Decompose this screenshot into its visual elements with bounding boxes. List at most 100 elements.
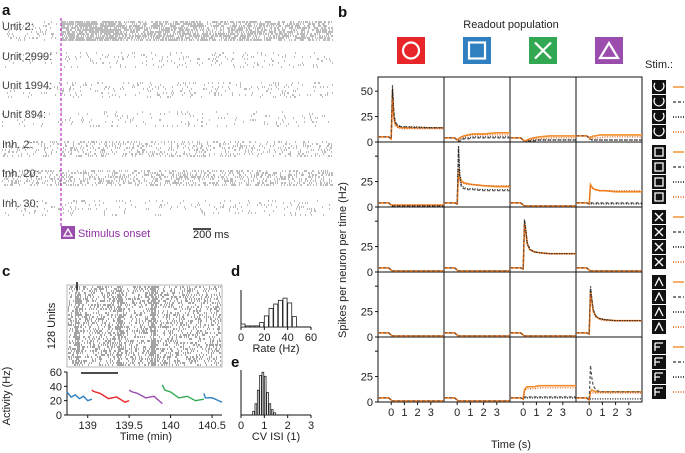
xtick-label: 0 <box>586 407 592 419</box>
panel-c: 128 Units 60 40 20 0 139 139.5 140 140.5 Activi… <box>1 282 226 443</box>
ytick-label: 50 <box>361 86 373 98</box>
readout-series-line <box>576 286 642 335</box>
readout-series-line <box>576 294 642 335</box>
hist-bar <box>240 323 246 328</box>
stimulus-thumbnail-glyph <box>654 192 664 202</box>
panel-label-d: d <box>231 263 240 280</box>
scale-bar-label: 200 ms <box>193 229 230 241</box>
xtick-label: 2 <box>415 407 421 419</box>
activity-xtick-label: 140.5 <box>198 420 226 432</box>
stimulus-thumbnail <box>652 160 666 174</box>
panel-e-cv-histogram: CV ISI (1) 0 1 2 3 <box>238 370 314 443</box>
stimulus-thumbnail <box>652 225 666 239</box>
stimulus-thumbnail-glyph <box>654 147 664 157</box>
activity-ytick-label: 0 <box>56 410 62 422</box>
stimulus-thumbnail <box>652 210 666 224</box>
ytick-label: 0 <box>367 397 373 409</box>
panel-label-c: c <box>2 263 10 280</box>
stimulus-legend <box>652 80 684 399</box>
hist-bar <box>259 322 265 328</box>
readout-series-line <box>378 202 444 206</box>
readout-series-line <box>378 99 444 141</box>
hist-bar <box>277 299 283 328</box>
activity-ytick-label: 40 <box>50 381 62 393</box>
readout-series-line <box>576 185 642 205</box>
panel-a-raster: Unit 2: Unit 2999: Unit 1994: Unit 894: … <box>2 18 333 241</box>
hist-bar <box>254 325 260 328</box>
stimulus-thumbnail-glyph <box>654 227 664 237</box>
stimulus-thumbnail <box>652 305 666 319</box>
hist-bar <box>266 392 269 416</box>
triangle-glyph <box>598 40 620 60</box>
readout-ylabel: Spikes per neuron per time (Hz) <box>337 182 349 338</box>
hist-bar <box>245 325 251 328</box>
ytick-label: 0 <box>367 267 373 279</box>
readout-series-line <box>378 267 444 272</box>
readout-series-line <box>510 224 576 270</box>
stimulus-thumbnail-glyph <box>653 82 665 92</box>
raster-row-4 <box>2 141 332 157</box>
ytick-label: 25 <box>361 372 373 384</box>
readout-series-line <box>576 267 642 272</box>
xtick-label: 1 <box>599 407 605 419</box>
activity-series-line <box>66 391 93 402</box>
hist-bar <box>249 325 255 328</box>
readout-series-line <box>378 202 444 206</box>
readout-series-line <box>576 135 642 140</box>
hist-xtick-label: 20 <box>258 332 270 344</box>
activity-series-line <box>203 393 223 403</box>
hist-bar <box>254 403 258 416</box>
hist-xtick-label: 60 <box>305 332 317 344</box>
stimulus-thumbnail-glyph <box>654 242 664 252</box>
readout-series-line <box>378 85 444 141</box>
hist-bar <box>263 315 269 328</box>
hist-xtick-label: 0 <box>238 332 244 344</box>
panel-label-b: b <box>338 4 347 21</box>
stimulus-thumbnail-glyph <box>654 342 663 351</box>
stimulus-thumbnail-bg <box>652 190 666 204</box>
xtick-label: 3 <box>560 407 566 419</box>
readout-series-line <box>510 387 576 400</box>
readout-series-line <box>576 291 642 336</box>
hist-bar <box>256 389 260 416</box>
readout-series-line <box>576 365 642 402</box>
stimulus-thumbnail-glyph <box>654 372 663 381</box>
raster-row-2 <box>7 82 333 98</box>
raster-row-3 <box>2 111 329 127</box>
unit-label-1: Unit 2999: <box>2 51 52 63</box>
stimulus-thumbnail <box>652 320 666 334</box>
square-icon-bg <box>463 37 491 64</box>
stimulus-thumbnail-glyph <box>654 212 664 222</box>
stimulus-thumbnail-bg <box>652 175 666 189</box>
hist-bar <box>263 375 267 416</box>
hist-bar <box>270 409 274 416</box>
stimulus-thumbnail-glyph <box>654 387 663 396</box>
hist-bar <box>287 302 293 328</box>
stimulus-onset-legend: Stimulus onset <box>61 226 150 240</box>
stimulus-thumbnail-glyph <box>653 97 665 107</box>
hist-xtick-label: 3 <box>308 420 314 432</box>
raster-row-6 <box>5 200 330 216</box>
stimulus-thumbnail-glyph <box>654 357 663 366</box>
stimulus-thumbnail <box>652 370 666 384</box>
panel-label-a: a <box>2 2 11 19</box>
readout-series-line <box>444 332 510 337</box>
hist-bar <box>268 403 272 416</box>
hist-xtick-label: 40 <box>282 332 294 344</box>
raster-row-1 <box>4 52 333 68</box>
cross-icon <box>529 37 557 64</box>
unit-label-3: Unit 894: <box>2 109 46 121</box>
readout-series-line <box>378 332 444 337</box>
stimulus-thumbnail <box>652 175 666 189</box>
activity-ylabel: Activity (Hz) <box>1 367 13 426</box>
stimulus-onset-label: Stimulus onset <box>78 228 150 240</box>
panel-b-readout: Readout population Stim.: 50 25 0 25 0 25 0 25 0… <box>337 19 684 451</box>
activity-xtick-label: 139 <box>79 420 97 432</box>
readout-series-line <box>378 397 444 402</box>
readout-series-line <box>510 332 576 337</box>
raster-row-0 <box>2 21 333 41</box>
stimulus-thumbnail <box>652 145 666 159</box>
stimulus-thumbnail-glyph <box>654 177 664 187</box>
xtick-label: 1 <box>467 407 473 419</box>
readout-series-line <box>576 392 642 402</box>
